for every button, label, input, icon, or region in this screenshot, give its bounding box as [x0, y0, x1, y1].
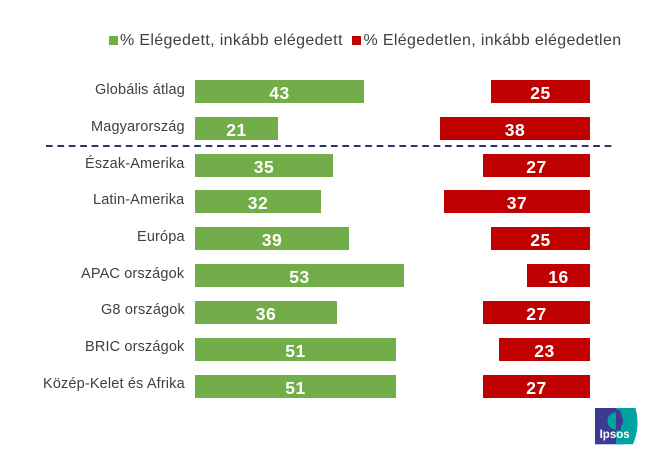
- svg-text:Ipsos: Ipsos: [600, 428, 630, 440]
